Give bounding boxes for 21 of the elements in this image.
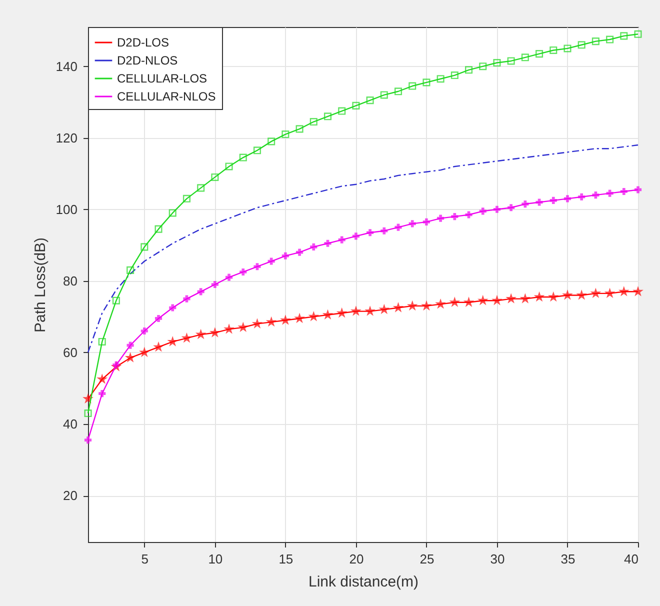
- x-tick-label: 10: [208, 552, 223, 566]
- x-tick-label: 40: [624, 552, 638, 566]
- y-tick-label: 40: [63, 416, 78, 432]
- y-tick-label: 60: [63, 344, 78, 360]
- x-axis-title: Link distance(m): [308, 574, 419, 590]
- x-tick-label: 15: [278, 552, 294, 566]
- x-tick-label: 20: [349, 552, 364, 566]
- x-tick-label: 30: [490, 552, 505, 566]
- legend-label: D2D-NLOS: [117, 54, 178, 68]
- y-tick-label: 100: [56, 202, 78, 217]
- legend-label: CELLULAR-NLOS: [117, 90, 216, 104]
- y-tick-label: 80: [63, 273, 78, 288]
- x-tick-label: 25: [420, 552, 434, 566]
- legend-label: CELLULAR-LOS: [117, 72, 208, 86]
- legend-label: D2D-LOS: [117, 36, 170, 50]
- x-tick-label: 5: [141, 552, 149, 566]
- y-tick-label: 20: [63, 488, 78, 504]
- y-tick-label: 120: [56, 130, 78, 146]
- x-tick-label: 35: [560, 552, 576, 566]
- y-axis-title: Path Loss(dB): [32, 237, 49, 333]
- y-tick-label: 140: [56, 58, 78, 74]
